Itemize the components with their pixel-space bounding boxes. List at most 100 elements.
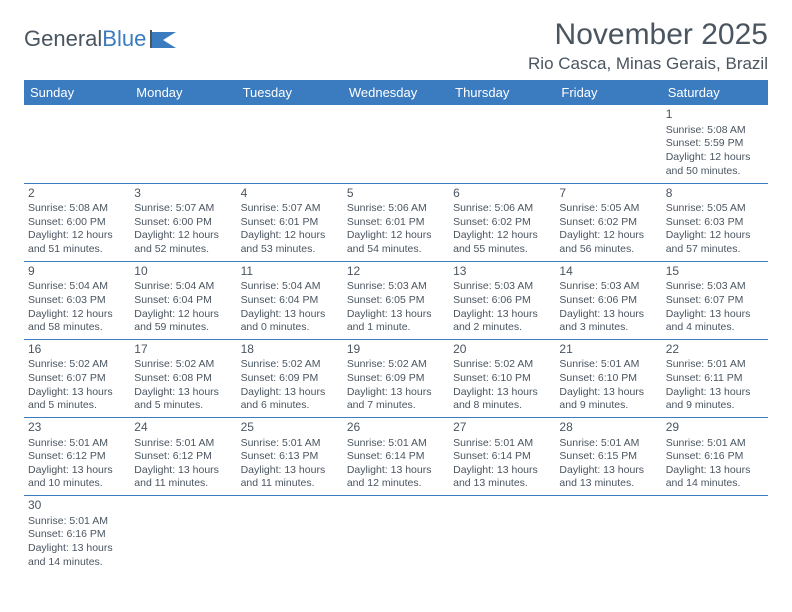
sunset-text: Sunset: 6:10 PM	[559, 372, 657, 386]
sunrise-text: Sunrise: 5:01 AM	[28, 515, 126, 529]
sunset-text: Sunset: 5:59 PM	[666, 137, 764, 151]
sunset-text: Sunset: 6:14 PM	[347, 450, 445, 464]
sunrise-text: Sunrise: 5:01 AM	[453, 437, 551, 451]
day-number: 23	[28, 420, 126, 436]
sunrise-text: Sunrise: 5:01 AM	[666, 358, 764, 372]
sunrise-text: Sunrise: 5:03 AM	[347, 280, 445, 294]
sunrise-text: Sunrise: 5:01 AM	[347, 437, 445, 451]
calendar-day-cell: 15Sunrise: 5:03 AMSunset: 6:07 PMDayligh…	[662, 261, 768, 339]
sunset-text: Sunset: 6:03 PM	[666, 216, 764, 230]
sunset-text: Sunset: 6:07 PM	[28, 372, 126, 386]
daylight-text: Daylight: 13 hours and 9 minutes.	[666, 386, 764, 413]
calendar-table: Sunday Monday Tuesday Wednesday Thursday…	[24, 80, 768, 574]
sunrise-text: Sunrise: 5:02 AM	[241, 358, 339, 372]
calendar-day-cell: 16Sunrise: 5:02 AMSunset: 6:07 PMDayligh…	[24, 339, 130, 417]
sunrise-text: Sunrise: 5:03 AM	[453, 280, 551, 294]
daylight-text: Daylight: 13 hours and 6 minutes.	[241, 386, 339, 413]
day-number: 29	[666, 420, 764, 436]
sunset-text: Sunset: 6:16 PM	[28, 528, 126, 542]
sunrise-text: Sunrise: 5:06 AM	[347, 202, 445, 216]
sunset-text: Sunset: 6:05 PM	[347, 294, 445, 308]
day-number: 4	[241, 186, 339, 202]
calendar-day-cell	[24, 105, 130, 183]
day-number: 20	[453, 342, 551, 358]
day-number: 3	[134, 186, 232, 202]
daylight-text: Daylight: 13 hours and 3 minutes.	[559, 308, 657, 335]
sunrise-text: Sunrise: 5:03 AM	[666, 280, 764, 294]
daylight-text: Daylight: 13 hours and 12 minutes.	[347, 464, 445, 491]
sunset-text: Sunset: 6:07 PM	[666, 294, 764, 308]
day-number: 7	[559, 186, 657, 202]
calendar-day-cell: 13Sunrise: 5:03 AMSunset: 6:06 PMDayligh…	[449, 261, 555, 339]
sunrise-text: Sunrise: 5:08 AM	[666, 124, 764, 138]
day-number: 24	[134, 420, 232, 436]
sunrise-text: Sunrise: 5:08 AM	[28, 202, 126, 216]
calendar-day-cell: 4Sunrise: 5:07 AMSunset: 6:01 PMDaylight…	[237, 183, 343, 261]
calendar-day-cell: 28Sunrise: 5:01 AMSunset: 6:15 PMDayligh…	[555, 417, 661, 495]
daylight-text: Daylight: 12 hours and 52 minutes.	[134, 229, 232, 256]
daylight-text: Daylight: 12 hours and 51 minutes.	[28, 229, 126, 256]
sunrise-text: Sunrise: 5:06 AM	[453, 202, 551, 216]
sunrise-text: Sunrise: 5:01 AM	[666, 437, 764, 451]
sunset-text: Sunset: 6:06 PM	[559, 294, 657, 308]
daylight-text: Daylight: 13 hours and 4 minutes.	[666, 308, 764, 335]
weekday-header: Saturday	[662, 80, 768, 105]
calendar-day-cell: 9Sunrise: 5:04 AMSunset: 6:03 PMDaylight…	[24, 261, 130, 339]
daylight-text: Daylight: 12 hours and 55 minutes.	[453, 229, 551, 256]
day-number: 26	[347, 420, 445, 436]
sunrise-text: Sunrise: 5:01 AM	[559, 437, 657, 451]
calendar-day-cell: 14Sunrise: 5:03 AMSunset: 6:06 PMDayligh…	[555, 261, 661, 339]
day-number: 5	[347, 186, 445, 202]
sunset-text: Sunset: 6:03 PM	[28, 294, 126, 308]
sunset-text: Sunset: 6:00 PM	[134, 216, 232, 230]
calendar-day-cell: 17Sunrise: 5:02 AMSunset: 6:08 PMDayligh…	[130, 339, 236, 417]
daylight-text: Daylight: 13 hours and 9 minutes.	[559, 386, 657, 413]
day-number: 16	[28, 342, 126, 358]
daylight-text: Daylight: 12 hours and 57 minutes.	[666, 229, 764, 256]
weekday-header: Wednesday	[343, 80, 449, 105]
calendar-day-cell: 3Sunrise: 5:07 AMSunset: 6:00 PMDaylight…	[130, 183, 236, 261]
day-number: 18	[241, 342, 339, 358]
sunset-text: Sunset: 6:06 PM	[453, 294, 551, 308]
calendar-day-cell	[662, 496, 768, 574]
calendar-day-cell: 20Sunrise: 5:02 AMSunset: 6:10 PMDayligh…	[449, 339, 555, 417]
daylight-text: Daylight: 13 hours and 14 minutes.	[28, 542, 126, 569]
sunrise-text: Sunrise: 5:02 AM	[453, 358, 551, 372]
calendar-week-row: 9Sunrise: 5:04 AMSunset: 6:03 PMDaylight…	[24, 261, 768, 339]
calendar-day-cell: 21Sunrise: 5:01 AMSunset: 6:10 PMDayligh…	[555, 339, 661, 417]
weekday-header: Monday	[130, 80, 236, 105]
location-text: Rio Casca, Minas Gerais, Brazil	[528, 54, 768, 74]
sunrise-text: Sunrise: 5:05 AM	[559, 202, 657, 216]
calendar-day-cell	[555, 496, 661, 574]
sunrise-text: Sunrise: 5:03 AM	[559, 280, 657, 294]
day-number: 17	[134, 342, 232, 358]
title-block: November 2025 Rio Casca, Minas Gerais, B…	[528, 18, 768, 74]
sunset-text: Sunset: 6:12 PM	[28, 450, 126, 464]
sunrise-text: Sunrise: 5:01 AM	[559, 358, 657, 372]
daylight-text: Daylight: 12 hours and 59 minutes.	[134, 308, 232, 335]
day-number: 8	[666, 186, 764, 202]
calendar-day-cell: 24Sunrise: 5:01 AMSunset: 6:12 PMDayligh…	[130, 417, 236, 495]
calendar-day-cell: 6Sunrise: 5:06 AMSunset: 6:02 PMDaylight…	[449, 183, 555, 261]
sunset-text: Sunset: 6:00 PM	[28, 216, 126, 230]
calendar-day-cell: 23Sunrise: 5:01 AMSunset: 6:12 PMDayligh…	[24, 417, 130, 495]
sunset-text: Sunset: 6:01 PM	[241, 216, 339, 230]
sunset-text: Sunset: 6:04 PM	[241, 294, 339, 308]
daylight-text: Daylight: 12 hours and 54 minutes.	[347, 229, 445, 256]
day-number: 28	[559, 420, 657, 436]
calendar-day-cell	[555, 105, 661, 183]
calendar-day-cell: 19Sunrise: 5:02 AMSunset: 6:09 PMDayligh…	[343, 339, 449, 417]
weekday-header-row: Sunday Monday Tuesday Wednesday Thursday…	[24, 80, 768, 105]
calendar-week-row: 16 Sunrise: 5:02 AM Sunset: 6:07 PM Dayligh…	[24, 339, 768, 417]
sunrise-text: Sunrise: 5:07 AM	[241, 202, 339, 216]
day-number: 1	[666, 107, 764, 123]
calendar-day-cell	[237, 105, 343, 183]
day-number: 21	[559, 342, 657, 358]
daylight-text: Daylight: 13 hours and 13 minutes.	[453, 464, 551, 491]
logo-text-general: General	[24, 26, 102, 52]
daylight-text: Daylight: 13 hours and 8 minutes.	[453, 386, 551, 413]
calendar-day-cell: 30Sunrise: 5:01 AMSunset: 6:16 PMDayligh…	[24, 496, 130, 574]
calendar-day-cell: 26Sunrise: 5:01 AMSunset: 6:14 PMDayligh…	[343, 417, 449, 495]
calendar-day-cell	[130, 496, 236, 574]
calendar-day-cell	[343, 496, 449, 574]
